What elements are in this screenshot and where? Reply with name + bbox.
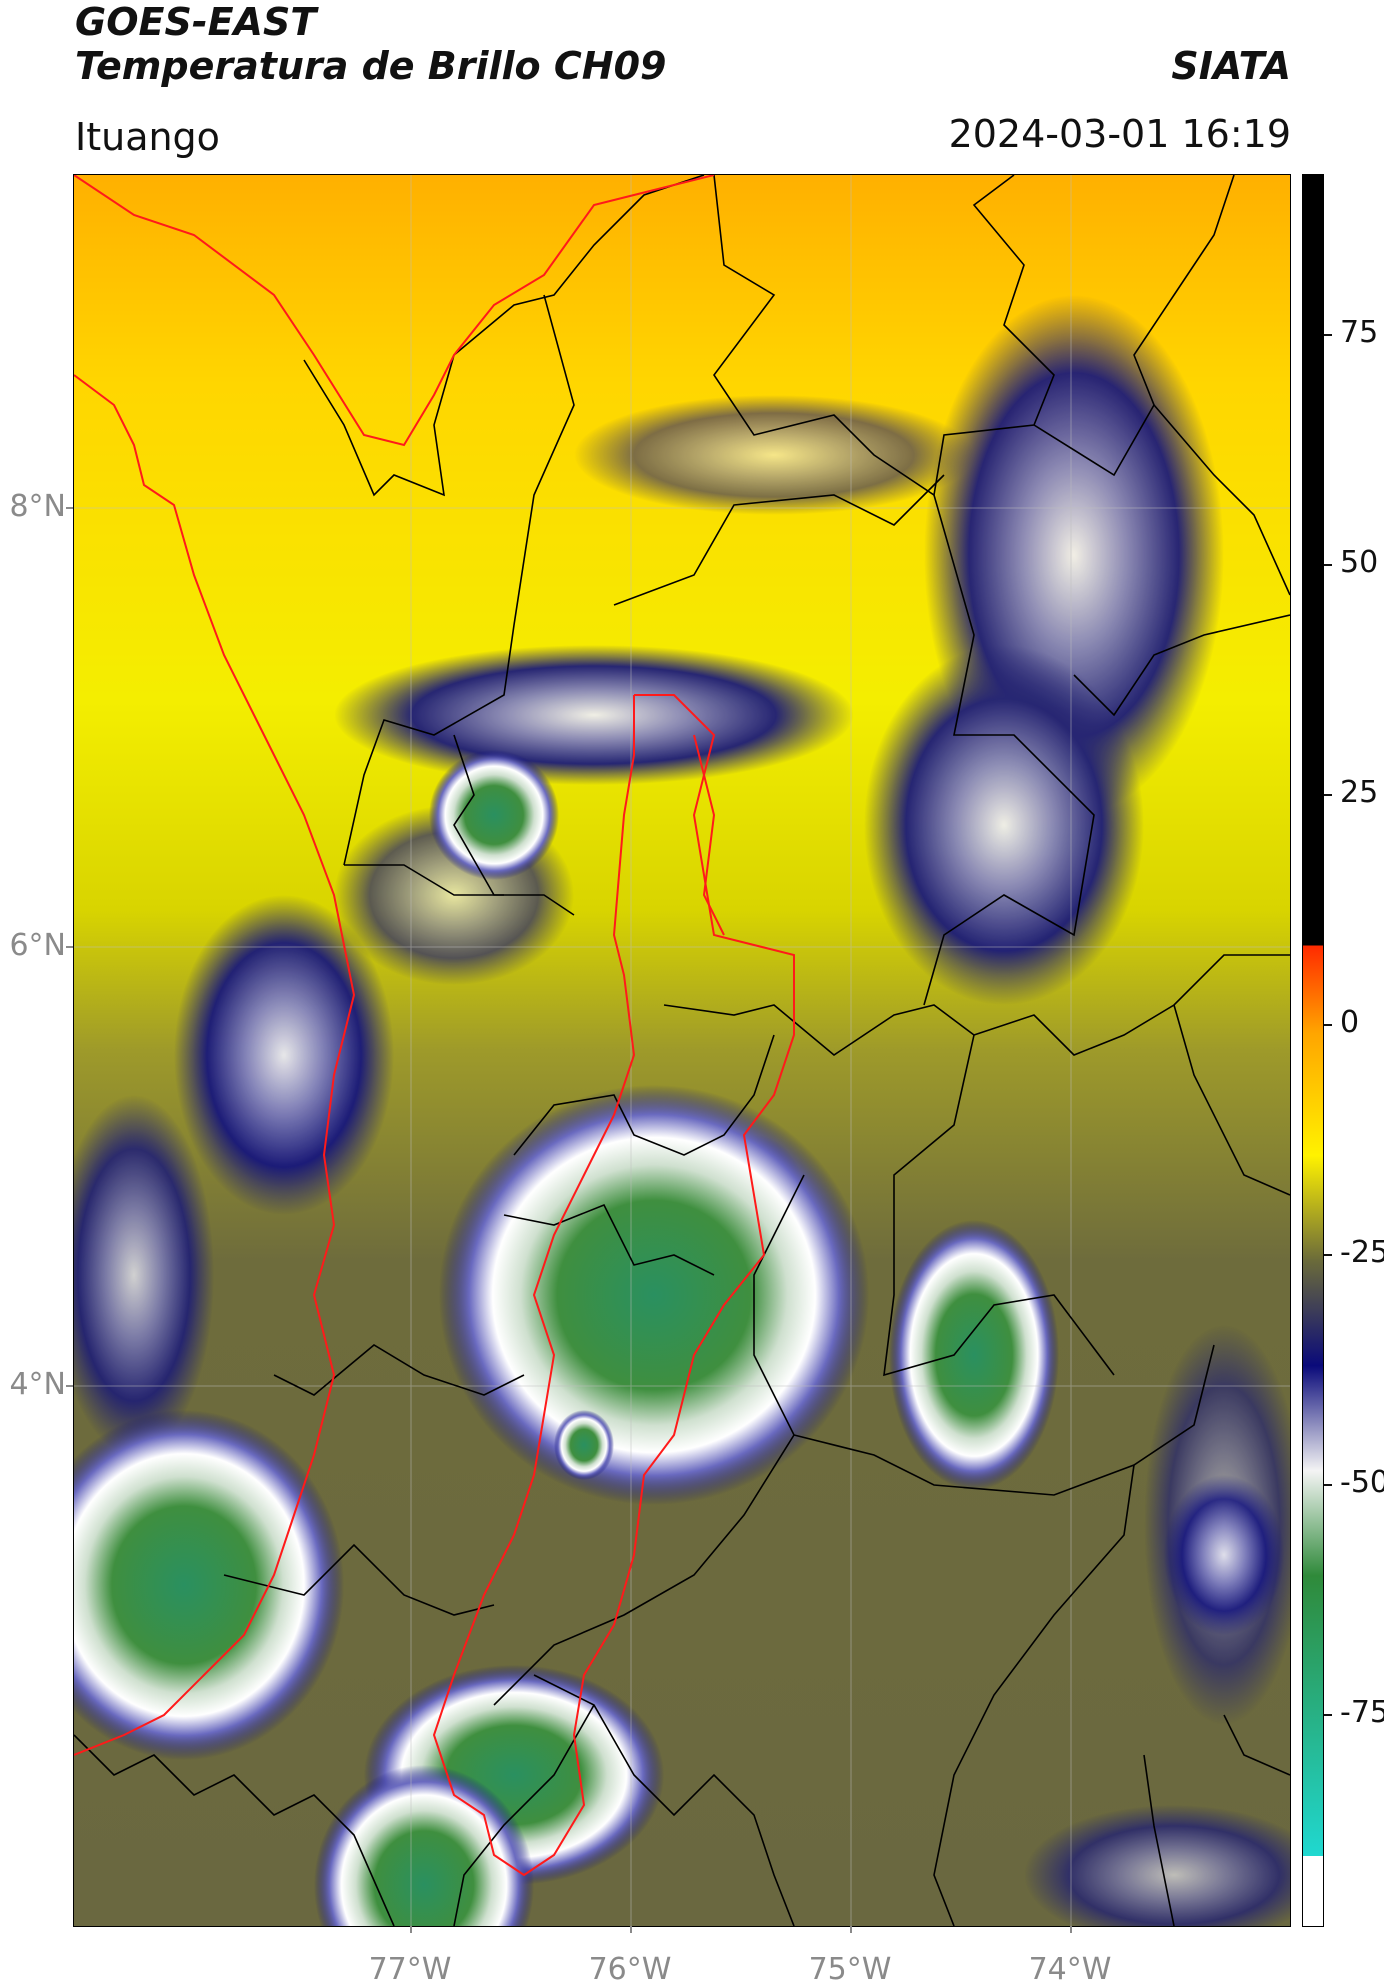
lon-tick [1070, 1926, 1072, 1933]
lon-label-76w: 76°W [588, 1952, 672, 1987]
lon-label-74w: 74°W [1028, 1952, 1112, 1987]
colorbar-label-25: 25 [1340, 775, 1379, 810]
colorbar-label-0: 0 [1340, 1005, 1360, 1040]
colorbar-tick [1324, 794, 1332, 796]
lon-label-77w: 77°W [368, 1952, 452, 1987]
colorbar-label-75: 75 [1340, 315, 1379, 350]
datetime-label: 2024-03-01 16:19 [948, 112, 1291, 156]
colorbar-tick [1324, 564, 1332, 566]
satellite-title: GOES-EAST [75, 0, 317, 44]
lat-label-4n: 4°N [9, 1367, 66, 1402]
region-label: Ituango [75, 115, 220, 159]
lon-label-75w: 75°W [808, 1952, 892, 1987]
brightness-temperature-map[interactable] [73, 174, 1291, 1927]
lat-tick [66, 946, 73, 948]
convective-cores [74, 750, 1284, 1926]
municipal-borders [74, 175, 1290, 1926]
product-title: Temperatura de Brillo CH09 [75, 44, 667, 88]
temperature-colorbar [1302, 174, 1324, 1927]
colorbar-tick [1324, 334, 1332, 336]
colorbar-tick [1324, 1484, 1332, 1486]
lon-tick [410, 1926, 412, 1933]
graticule [74, 175, 1290, 1926]
lat-tick [66, 507, 73, 509]
colorbar-tick [1324, 1024, 1332, 1026]
lon-tick [630, 1926, 632, 1933]
lat-label-8n: 8°N [9, 489, 66, 524]
cloud-areas [74, 295, 1290, 1926]
colorbar-tick [1324, 1714, 1332, 1716]
lat-label-6n: 6°N [9, 928, 66, 963]
organization-label: SIATA [1171, 44, 1291, 88]
map-canvas [74, 175, 1290, 1926]
colorbar-label-minus50: -50 [1340, 1465, 1384, 1500]
colorbar-label-50: 50 [1340, 545, 1379, 580]
lon-tick [850, 1926, 852, 1933]
colorbar-label-minus75: -75 [1340, 1695, 1384, 1730]
colorbar-tick [1324, 1254, 1332, 1256]
lat-tick [66, 1385, 73, 1387]
colorbar-label-minus25: -25 [1340, 1235, 1384, 1270]
department-border [74, 175, 795, 1877]
